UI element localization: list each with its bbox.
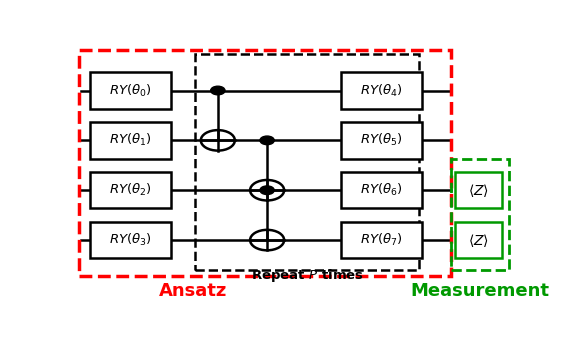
Text: $\langle Z\rangle$: $\langle Z\rangle$: [468, 232, 490, 248]
FancyBboxPatch shape: [90, 122, 171, 159]
Text: Measurement: Measurement: [410, 282, 549, 300]
Text: $RY(\theta_{3})$: $RY(\theta_{3})$: [109, 232, 152, 248]
Circle shape: [210, 86, 225, 95]
Text: $RY(\theta_{1})$: $RY(\theta_{1})$: [109, 132, 152, 148]
FancyBboxPatch shape: [341, 222, 422, 258]
Circle shape: [260, 136, 275, 145]
Text: Repeat $P$ times: Repeat $P$ times: [251, 267, 364, 284]
Text: $RY(\theta_{5})$: $RY(\theta_{5})$: [360, 132, 403, 148]
Text: Ansatz: Ansatz: [159, 282, 227, 300]
Text: $\langle Z\rangle$: $\langle Z\rangle$: [468, 182, 490, 199]
FancyBboxPatch shape: [341, 172, 422, 208]
FancyBboxPatch shape: [90, 72, 171, 109]
Circle shape: [260, 186, 275, 195]
Text: $RY(\theta_{0})$: $RY(\theta_{0})$: [109, 83, 152, 99]
FancyBboxPatch shape: [455, 222, 502, 258]
FancyBboxPatch shape: [90, 172, 171, 208]
FancyBboxPatch shape: [341, 72, 422, 109]
FancyBboxPatch shape: [90, 222, 171, 258]
Text: $RY(\theta_{4})$: $RY(\theta_{4})$: [360, 83, 403, 99]
Text: $RY(\theta_{2})$: $RY(\theta_{2})$: [109, 182, 152, 198]
Text: $RY(\theta_{6})$: $RY(\theta_{6})$: [360, 182, 403, 198]
FancyBboxPatch shape: [341, 122, 422, 159]
Text: $RY(\theta_{7})$: $RY(\theta_{7})$: [360, 232, 403, 248]
FancyBboxPatch shape: [455, 172, 502, 208]
